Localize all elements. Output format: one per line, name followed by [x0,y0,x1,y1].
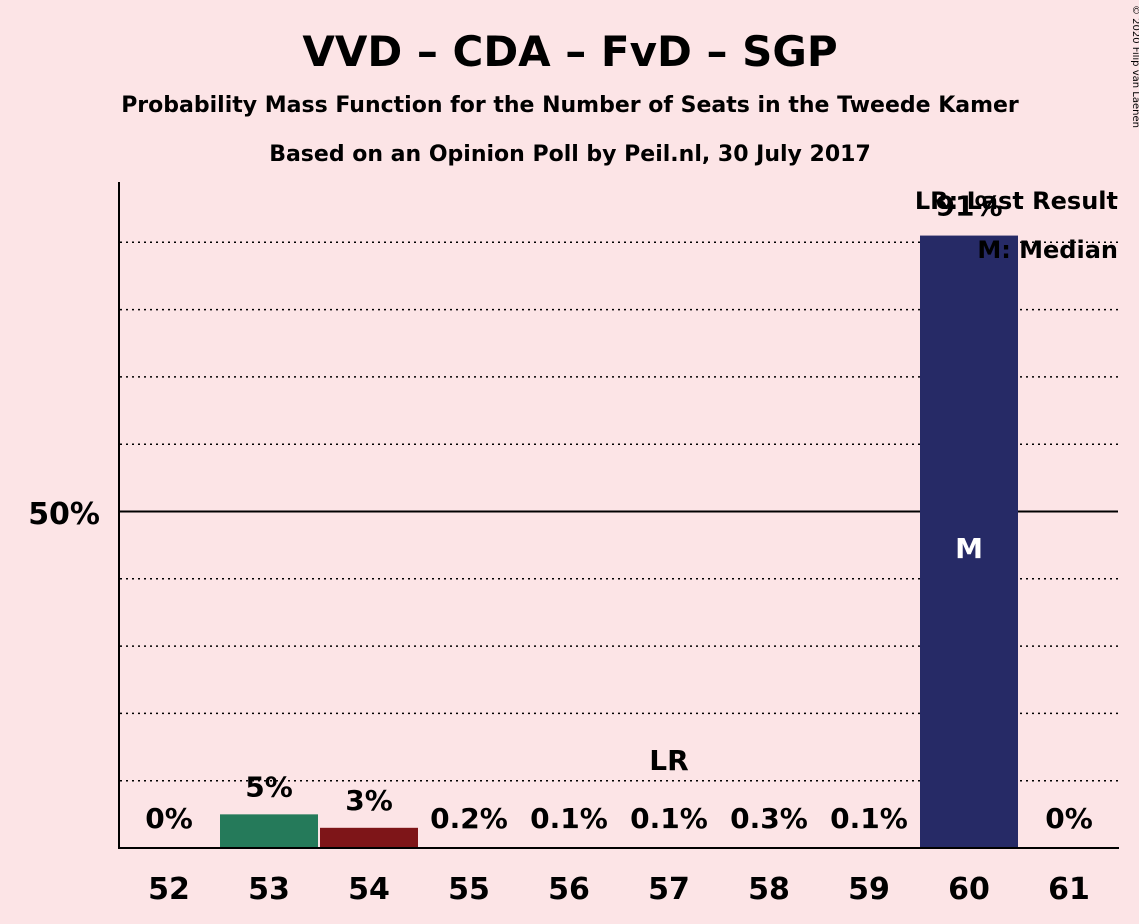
data-labels: 0% 5% 3% 0.2% 0.1% 0.1% 0.3% 0.1% 91% 0% [145,190,1093,835]
x-tick-label-61: 61 [1048,872,1090,907]
data-label-59: 0.1% [830,802,908,835]
bar-54 [320,827,418,848]
bar-60 [920,235,1018,848]
data-label-53: 5% [245,770,293,803]
x-tick-label-60: 60 [948,872,990,907]
data-label-52: 0% [145,802,193,835]
bars [220,235,1018,848]
legend-last-result: LR: Last Result [915,187,1118,215]
data-label-56: 0.1% [530,802,608,835]
x-tick-label-53: 53 [248,872,290,907]
x-tick-label-55: 55 [448,872,490,907]
data-label-60: 91% [935,190,1002,223]
data-label-57: 0.1% [630,802,708,835]
chart-source: Based on an Opinion Poll by Peil.nl, 30 … [269,142,871,167]
data-label-58: 0.3% [730,802,808,835]
x-tick-label-52: 52 [148,872,190,907]
data-label-61: 0% [1045,802,1093,835]
gridlines [120,241,1118,782]
median-marker: M [955,532,983,565]
last-result-marker: LR [649,744,688,777]
x-tick-label-59: 59 [848,872,890,907]
x-tick-label-56: 56 [548,872,590,907]
bar-53 [220,814,318,848]
copyright: © 2020 Filip van Laenen [1130,5,1139,128]
legend-median: M: Median [977,236,1118,264]
x-tick-labels: 52 53 54 55 56 57 58 59 60 61 [148,872,1090,907]
x-tick-label-57: 57 [648,872,690,907]
data-label-54: 3% [345,784,393,817]
y-tick-label-50: 50% [28,497,100,532]
x-tick-label-54: 54 [348,872,390,907]
data-label-55: 0.2% [430,802,508,835]
x-tick-label-58: 58 [748,872,790,907]
chart-title: VVD – CDA – FvD – SGP [302,27,837,76]
chart-subtitle: Probability Mass Function for the Number… [121,93,1019,118]
